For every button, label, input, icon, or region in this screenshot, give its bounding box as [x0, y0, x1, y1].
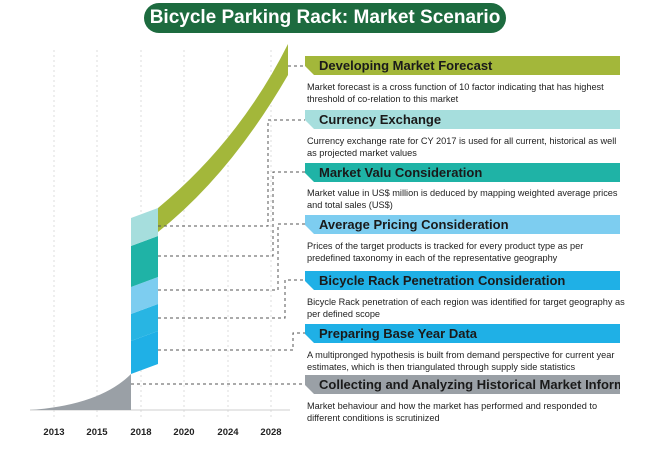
step-header-market-value: Market Valu Consideration — [305, 163, 620, 182]
segment-penetration — [131, 304, 158, 341]
step-title: Bicycle Rack Penetration Consideration — [319, 273, 566, 288]
step-title: Market Valu Consideration — [319, 165, 483, 180]
step-header-historical: Collecting and Analyzing Historical Mark… — [305, 375, 620, 394]
connector-currency — [158, 119, 305, 227]
step-header-forecast: Developing Market Forecast — [305, 56, 620, 75]
step-description: Bicycle Rack penetration of each region … — [307, 297, 625, 319]
step-description: Market forecast is a cross function of 1… — [307, 82, 604, 104]
year-label-2024: 2024 — [217, 427, 239, 438]
step-title: Average Pricing Consideration — [319, 217, 509, 232]
segment-currency — [131, 208, 158, 246]
step-header-pricing: Average Pricing Consideration — [305, 215, 620, 234]
connector-market-value — [158, 171, 305, 257]
year-label-2013: 2013 — [43, 427, 65, 438]
curve-forecast — [158, 44, 288, 232]
step-title: Collecting and Analyzing Historical Mark… — [319, 377, 650, 392]
page-title: Bicycle Parking Rack: Market Scenario — [144, 3, 506, 33]
year-label-2028: 2028 — [260, 427, 282, 438]
year-label-2015: 2015 — [86, 427, 108, 438]
connector-base-year — [158, 332, 305, 351]
step-header-base-year: Preparing Base Year Data — [305, 324, 620, 343]
step-description: Prices of the target products is tracked… — [307, 241, 584, 263]
step-description: Market behaviour and how the market has … — [307, 401, 598, 423]
step-header-penetration: Bicycle Rack Penetration Consideration — [305, 271, 620, 290]
connector-lines — [131, 65, 305, 385]
year-gridlines — [53, 50, 272, 420]
year-label-2018: 2018 — [130, 427, 152, 438]
curve-band-segments — [131, 208, 158, 374]
step-title: Currency Exchange — [319, 112, 442, 127]
step-description: A multipronged hypothesis is built from … — [307, 350, 615, 372]
year-label-2020: 2020 — [173, 427, 195, 438]
segment-pricing — [131, 277, 158, 314]
segment-base-year — [131, 331, 158, 374]
step-description: Currency exchange rate for CY 2017 is us… — [307, 136, 617, 158]
step-title: Developing Market Forecast — [319, 58, 493, 73]
segment-market-value — [131, 236, 158, 287]
step-header-currency: Currency Exchange — [305, 110, 620, 129]
connector-penetration — [158, 279, 305, 319]
step-title: Preparing Base Year Data — [319, 326, 478, 341]
connector-pricing — [158, 223, 305, 291]
curve-historical — [30, 374, 131, 410]
step-description: Market value in US$ million is deduced b… — [307, 188, 618, 210]
